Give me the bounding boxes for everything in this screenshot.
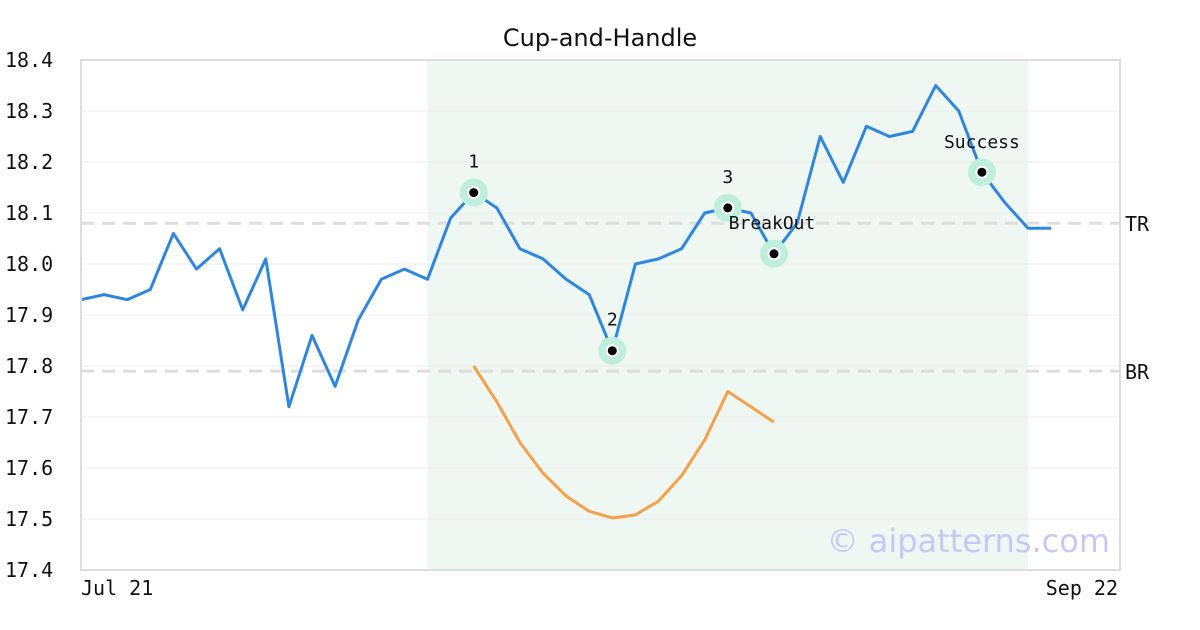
y-tick-label: 17.4 [5, 558, 53, 582]
price-series-line [80, 84, 1052, 409]
chart-title: Cup-and-Handle [502, 24, 698, 52]
y-tick-label: 17.7 [5, 405, 53, 429]
level-label-br: BR [1125, 360, 1150, 384]
y-tick-label: 18.1 [5, 201, 53, 225]
annotation-marker-point [767, 247, 781, 261]
level-label-tr: TR [1125, 212, 1150, 236]
y-tick-label: 17.6 [5, 456, 53, 480]
annotation-label: 1 [468, 152, 479, 173]
annotation-label: 3 [722, 167, 733, 188]
y-tick-label: 18.3 [5, 99, 53, 123]
y-tick-label: 18.0 [5, 252, 53, 276]
y-tick-label: 18.4 [5, 48, 53, 72]
x-tick-label: Jul 21 [81, 576, 153, 600]
y-tick-label: 18.2 [5, 150, 53, 174]
cup-curve-line [472, 365, 775, 520]
annotation-marker-point [721, 201, 735, 215]
y-tick-label: 17.5 [5, 507, 53, 531]
watermark: © aipatterns.com [827, 522, 1110, 560]
annotation-label: Success [944, 132, 1020, 153]
plot-frame [80, 59, 1121, 571]
y-tick-label: 17.9 [5, 303, 53, 327]
annotation-marker-point [975, 165, 989, 179]
annotation-marker-point [605, 344, 619, 358]
y-tick-label: 17.8 [5, 354, 53, 378]
annotation-label: 2 [607, 310, 618, 331]
x-tick-label: Sep 22 [1046, 576, 1118, 600]
annotation-marker-point [467, 186, 481, 200]
annotation-label: BreakOut [729, 213, 816, 234]
